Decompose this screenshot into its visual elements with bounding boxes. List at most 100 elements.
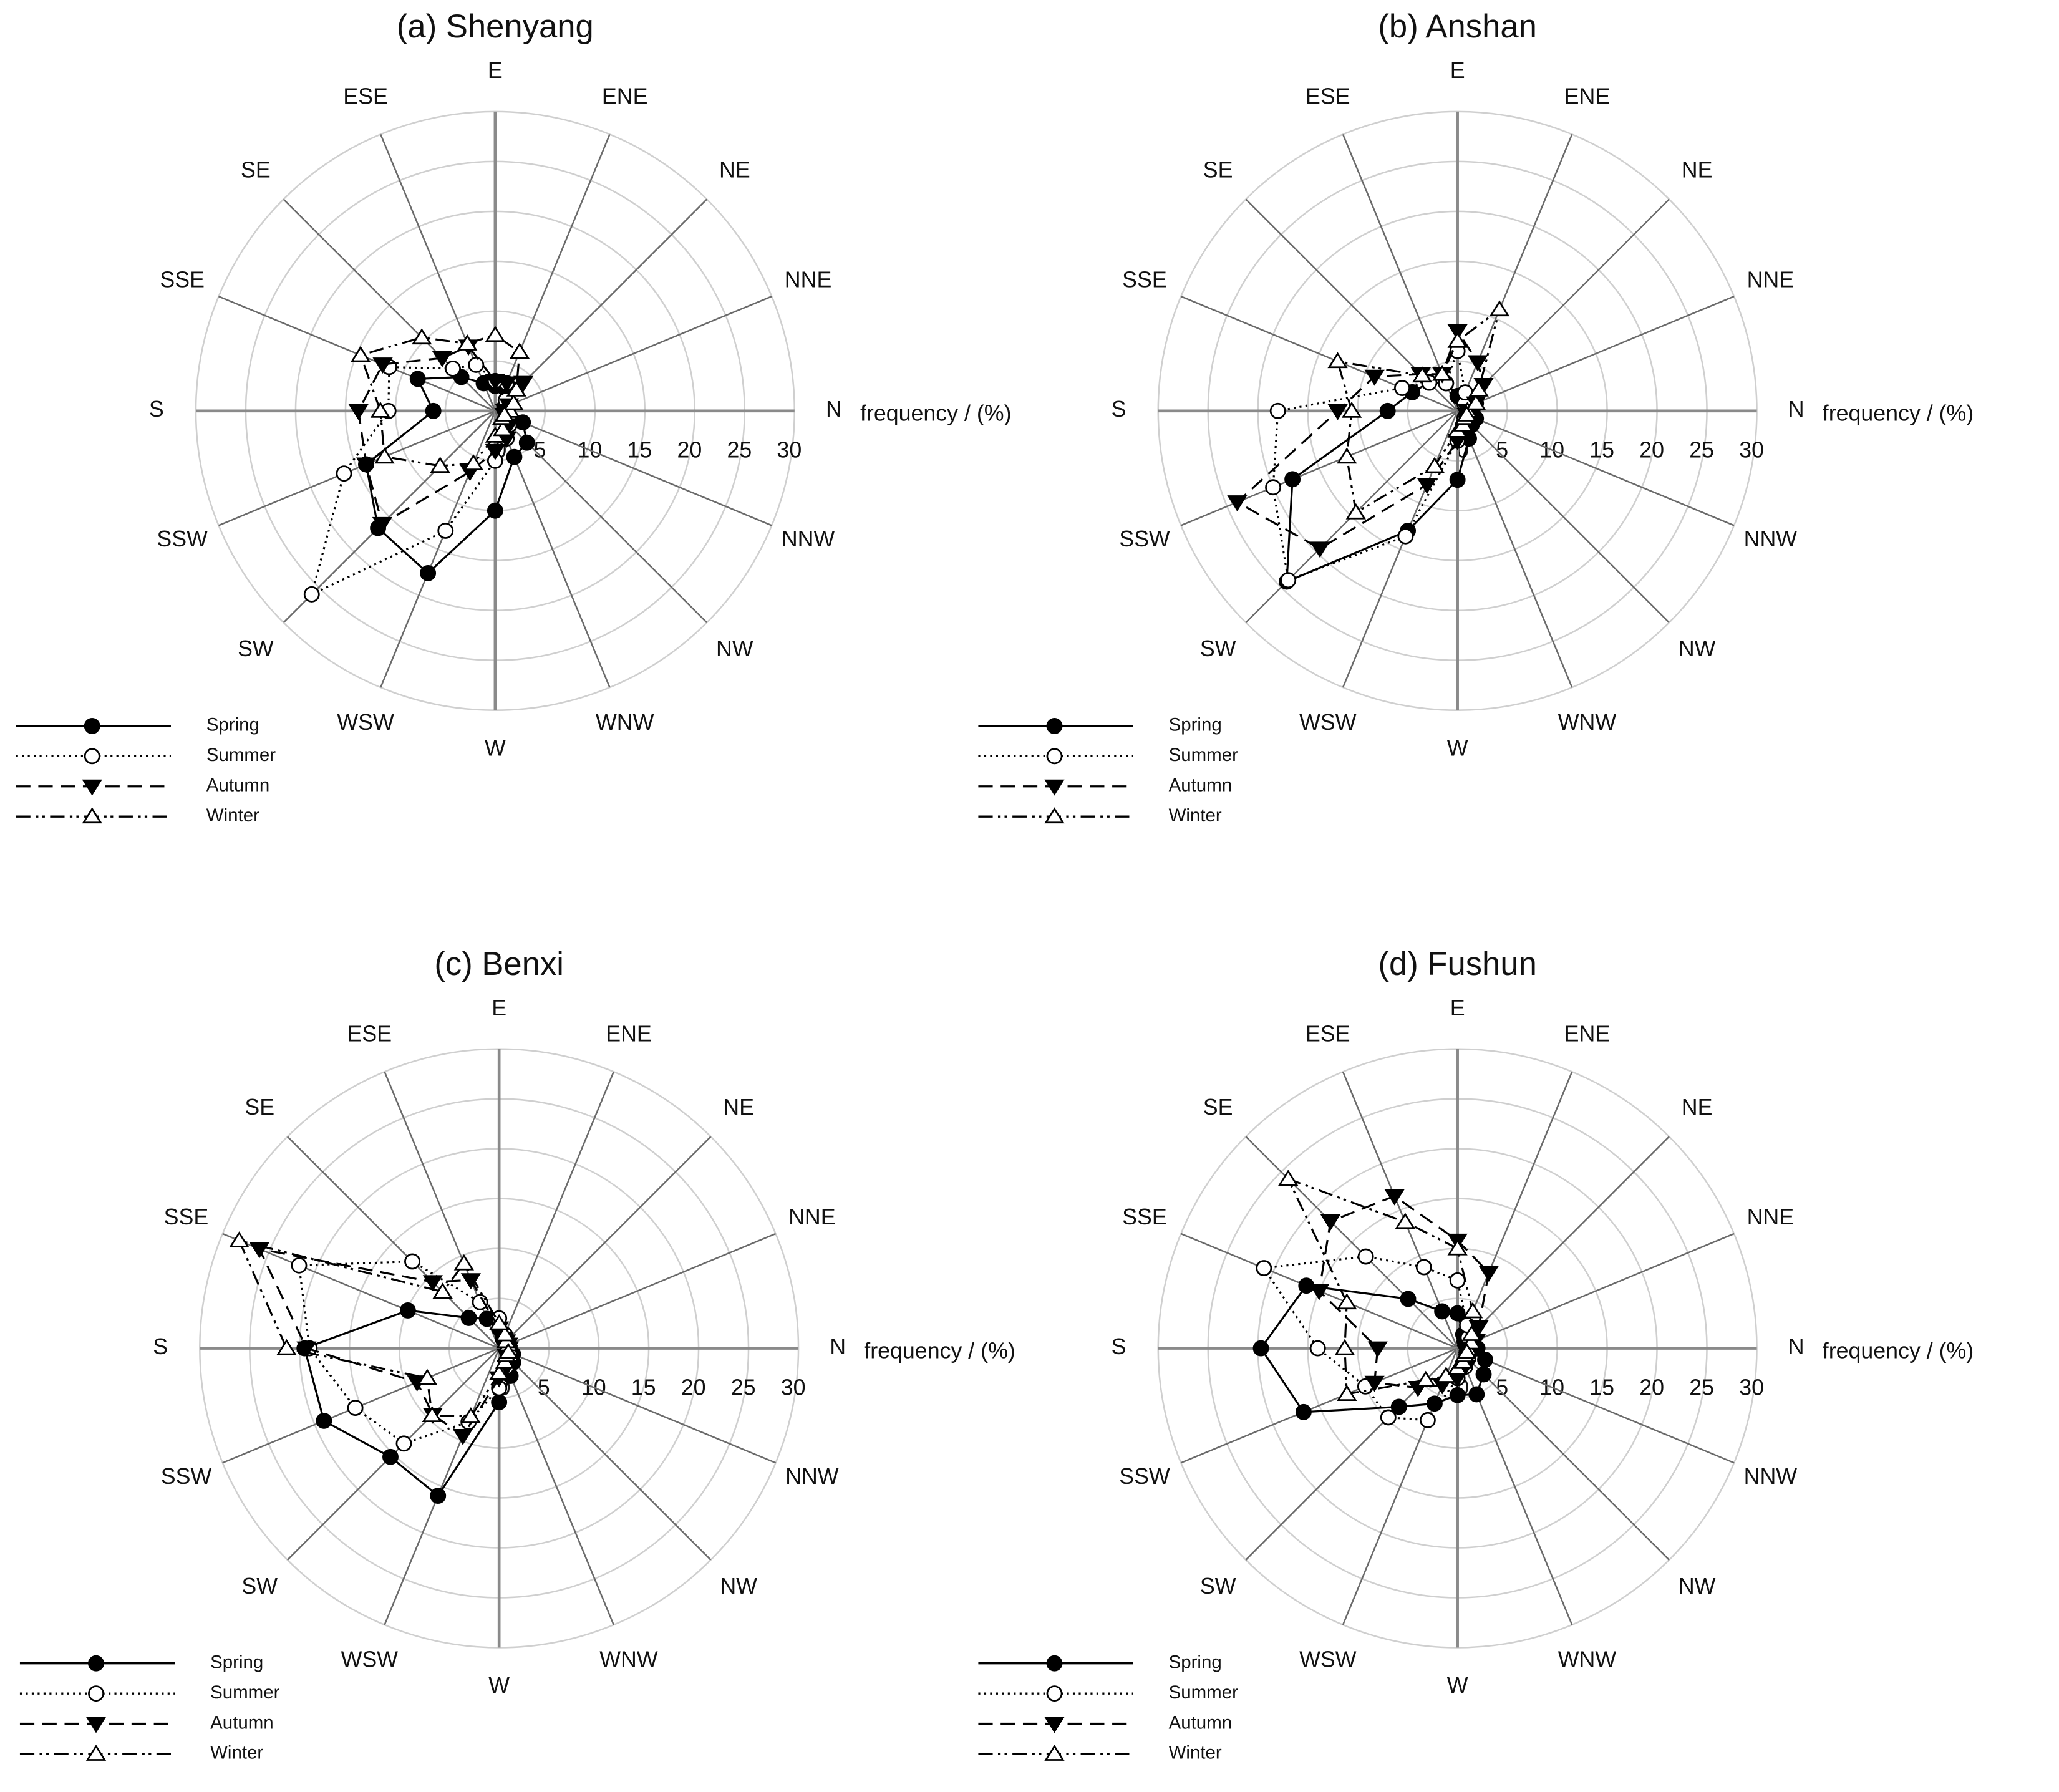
chart-title: (c) Benxi — [434, 946, 564, 982]
direction-label: SE — [1203, 157, 1233, 182]
marker — [485, 374, 506, 390]
spoke — [218, 410, 496, 526]
marker — [430, 1488, 447, 1504]
direction-label: NE — [1682, 1095, 1713, 1120]
direction-label: NNE — [1747, 267, 1795, 292]
direction-label: SSW — [1119, 526, 1170, 551]
marker — [1280, 572, 1297, 589]
marker — [1327, 352, 1348, 369]
legend-marker — [85, 1745, 107, 1761]
legend-label: Autumn — [210, 1712, 274, 1733]
direction-label: SW — [1200, 636, 1236, 661]
direction-label: NNW — [782, 526, 835, 551]
marker — [1384, 1189, 1405, 1206]
marker — [485, 443, 506, 460]
direction-label: N — [1788, 1334, 1805, 1359]
axis-label: frequency / (%) — [1823, 1338, 1974, 1363]
spoke — [1342, 410, 1458, 688]
marker — [453, 1254, 475, 1271]
direction-label: W — [1447, 735, 1468, 760]
r-tick-label: 5 — [538, 1375, 550, 1400]
direction-label: ENE — [602, 84, 648, 109]
marker — [316, 1412, 332, 1429]
r-tick-label: 30 — [781, 1375, 806, 1400]
direction-label: N — [1788, 397, 1805, 422]
marker — [412, 328, 432, 345]
marker — [229, 1231, 250, 1247]
spoke — [1245, 1136, 1458, 1349]
legend-marker — [82, 807, 102, 824]
direction-label: ESE — [1306, 1021, 1350, 1046]
marker — [372, 357, 393, 374]
legend-label: Spring — [1169, 1652, 1222, 1673]
radar-panel: (b) Anshan051015202530NNNENEENEEESESESSE… — [978, 8, 1974, 826]
marker — [1357, 1248, 1374, 1265]
legend-marker — [1044, 1717, 1065, 1733]
marker — [463, 454, 484, 470]
marker — [356, 457, 377, 474]
marker — [489, 1363, 510, 1380]
legend-marker — [1046, 717, 1063, 734]
direction-label: ENE — [1564, 1021, 1611, 1046]
marker — [1320, 1214, 1341, 1231]
spoke — [495, 410, 772, 526]
r-tick-label: 30 — [1739, 1375, 1764, 1400]
marker — [395, 1435, 412, 1452]
marker — [1426, 1395, 1443, 1412]
marker — [1364, 1375, 1385, 1392]
marker — [417, 1368, 438, 1385]
spoke — [1456, 1347, 1670, 1561]
marker — [1278, 1170, 1299, 1186]
r-tick-label: 25 — [731, 1375, 756, 1400]
direction-label: S — [1112, 397, 1126, 422]
marker — [1341, 401, 1362, 418]
r-tick-label: 5 — [533, 437, 546, 462]
spoke — [498, 1071, 614, 1349]
marker — [1345, 503, 1366, 520]
marker — [1337, 447, 1357, 464]
marker — [422, 1406, 442, 1422]
axis-label: frequency / (%) — [1823, 401, 1974, 426]
direction-label: NW — [720, 1574, 757, 1599]
direction-label: WNW — [596, 710, 654, 735]
direction-label: SSE — [1122, 1204, 1167, 1229]
direction-label: SSE — [164, 1204, 209, 1229]
marker — [1227, 495, 1248, 511]
legend-label: Spring — [210, 1652, 263, 1673]
marker — [495, 1325, 515, 1342]
spoke — [494, 198, 708, 412]
marker — [1309, 1340, 1326, 1357]
marker — [485, 326, 506, 342]
r-tick-label: 20 — [1639, 437, 1664, 462]
axis-label: frequency / (%) — [864, 1338, 1015, 1363]
direction-label: N — [830, 1334, 846, 1359]
direction-label: NNW — [785, 1464, 839, 1489]
direction-label: ESE — [347, 1021, 392, 1046]
direction-label: NE — [1682, 157, 1713, 182]
marker — [1295, 1403, 1312, 1420]
r-tick-label: 15 — [1589, 437, 1614, 462]
marker — [1436, 1367, 1456, 1383]
marker — [1256, 1260, 1272, 1276]
marker — [1462, 1302, 1483, 1319]
direction-label: ESE — [343, 84, 388, 109]
r-tick-label: 5 — [1496, 1375, 1508, 1400]
marker — [1327, 404, 1348, 420]
marker — [336, 465, 352, 482]
marker — [430, 457, 450, 473]
direction-label: WNW — [1558, 1647, 1617, 1672]
marker — [1394, 380, 1410, 397]
spoke — [1342, 133, 1458, 412]
marker — [422, 1275, 443, 1292]
legend-label: Winter — [210, 1743, 263, 1763]
spoke — [1456, 1136, 1670, 1349]
marker — [1419, 1412, 1436, 1428]
marker — [1424, 457, 1445, 473]
direction-label: SE — [245, 1095, 274, 1120]
spoke — [1457, 295, 1735, 412]
marker — [452, 1429, 473, 1445]
marker — [372, 516, 393, 533]
marker — [491, 1394, 508, 1410]
direction-label: ENE — [1564, 84, 1611, 109]
marker — [1334, 1339, 1355, 1355]
